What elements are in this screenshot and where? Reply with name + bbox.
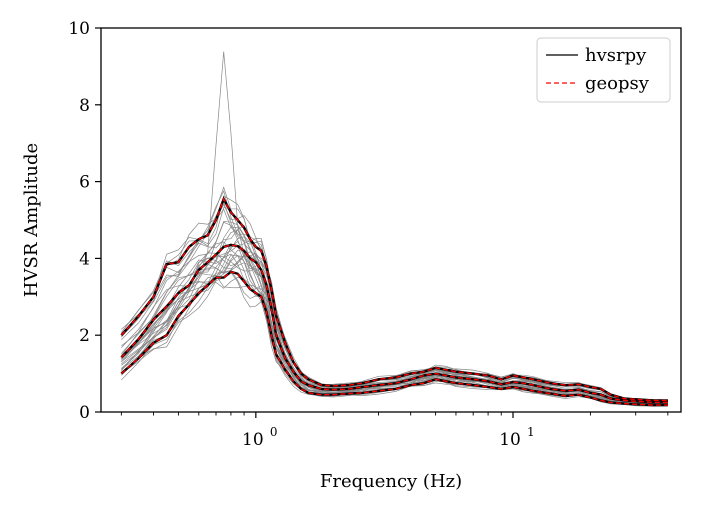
y-tick-label: 6 bbox=[79, 173, 90, 193]
y-tick-label: 2 bbox=[79, 326, 90, 346]
y-tick-label: 10 bbox=[68, 19, 90, 39]
x-tick-label: 10 bbox=[499, 430, 521, 450]
geopsy-lower-curve bbox=[120, 271, 668, 406]
y-tick-label: 4 bbox=[79, 249, 90, 269]
y-axis: 0 2 4 6 8 10 bbox=[68, 19, 101, 423]
x-tick-label: 10 bbox=[242, 430, 264, 450]
y-tick-label: 0 bbox=[79, 403, 90, 423]
legend-box bbox=[536, 37, 671, 103]
plot-frame bbox=[100, 27, 682, 413]
statistical-curves bbox=[120, 195, 668, 407]
x-tick-exponent: 0 bbox=[270, 425, 278, 439]
geopsy-upper-curve bbox=[120, 197, 668, 402]
x-axis: 10 0 10 1 bbox=[120, 412, 669, 450]
legend-label-hvsrpy: hvsrpy bbox=[585, 45, 647, 66]
legend-label-geopsy: geopsy bbox=[585, 73, 650, 94]
legend: hvsrpy geopsy bbox=[536, 37, 671, 103]
y-axis-label: HVSR Amplitude bbox=[21, 143, 42, 297]
geopsy-median-curve bbox=[120, 244, 668, 404]
x-tick-exponent: 1 bbox=[527, 425, 535, 439]
y-tick-label: 8 bbox=[79, 96, 90, 116]
x-axis-label: Frequency (Hz) bbox=[320, 471, 462, 492]
